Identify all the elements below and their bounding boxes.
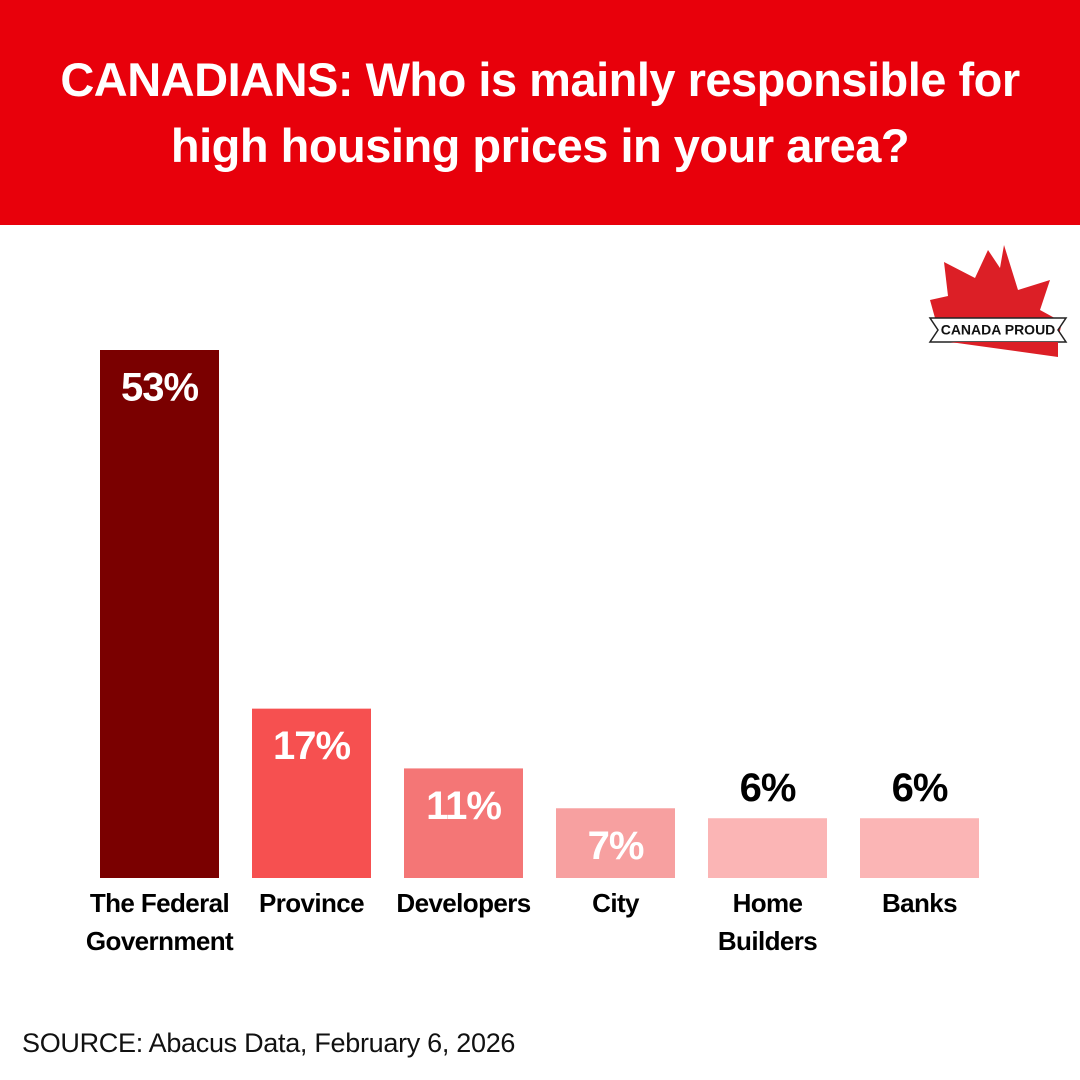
bar	[100, 350, 219, 878]
bar	[404, 768, 523, 878]
bar	[708, 818, 827, 878]
x-tick-label: City	[592, 888, 639, 918]
logo-ribbon	[950, 342, 1058, 357]
x-tick-label: The Federal Government	[85, 888, 234, 956]
chart-title: CANADIANS: Who is mainly responsible for…	[60, 52, 1020, 172]
value-label: 17%	[273, 724, 350, 768]
bar	[860, 818, 979, 878]
maple-leaf	[930, 245, 1062, 340]
logo-banner	[928, 317, 1068, 343]
x-tick-label: Banks	[881, 888, 958, 918]
value-label: 6%	[740, 766, 796, 810]
value-label: 7%	[588, 824, 644, 868]
x-tick-label: Developers	[396, 888, 531, 918]
source: SOURCE: Abacus Data, February 6, 2026	[22, 1028, 516, 1058]
x-tick-label: Home Builders	[717, 888, 818, 956]
value-label: 11%	[426, 784, 501, 828]
logo: CANADA PROUD	[928, 245, 1068, 357]
bar	[252, 708, 371, 878]
value-label: 53%	[121, 366, 198, 410]
logo-text: CANADA PROUD	[941, 322, 1056, 338]
bar	[556, 808, 675, 878]
value-label: 6%	[892, 766, 948, 810]
x-tick-label: Province	[258, 888, 365, 918]
header: CANADIANS: Who is mainly responsible for…	[0, 0, 1080, 225]
